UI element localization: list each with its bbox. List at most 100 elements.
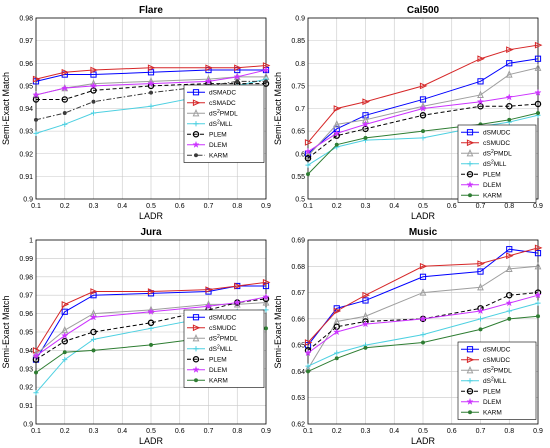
legend-marker <box>192 108 200 117</box>
data-point <box>62 110 67 116</box>
data-point <box>147 319 155 327</box>
legend-label: dSMADC <box>209 90 236 97</box>
data-point <box>420 340 426 345</box>
y-tick-label: 0.8 <box>295 61 305 68</box>
data-point <box>534 55 542 62</box>
x-tick-label: 0.8 <box>504 203 514 210</box>
y-tick-label: 0.69 <box>291 238 305 245</box>
data-point <box>333 307 342 315</box>
series-line <box>307 247 539 343</box>
legend-label: cSMADC <box>209 100 236 107</box>
y-tick-label: 0.97 <box>19 38 33 45</box>
legend-label: KARM <box>483 193 502 200</box>
series-5 <box>304 291 542 357</box>
data-point <box>506 308 512 314</box>
x-axis-label: LADR <box>139 211 164 221</box>
y-tick-label: 0.98 <box>19 16 33 23</box>
data-point <box>419 273 427 280</box>
data-point <box>147 64 156 72</box>
data-point <box>477 102 484 110</box>
legend-label: PLEM <box>483 389 501 396</box>
x-tick-label: 0.1 <box>303 428 313 435</box>
data-point <box>362 98 370 106</box>
data-point <box>263 79 269 84</box>
data-point <box>361 120 370 128</box>
x-tick-label: 0.2 <box>332 428 342 435</box>
legend-label: KARM <box>209 378 228 385</box>
y-tick-label: 0.95 <box>19 330 33 337</box>
data-point <box>507 316 512 321</box>
x-tick-label: 0.9 <box>533 428 543 435</box>
chart-panel-3: 0.1 0.2 0.3 0.4 0.5 0.6 0.7 0.8 0.9 0.62 0.63 0.64 0… <box>273 227 543 446</box>
legend-label: dSMUDC <box>209 315 237 322</box>
x-tick-label: 0.4 <box>117 428 127 435</box>
data-point <box>363 345 368 350</box>
data-point <box>505 264 513 273</box>
data-point <box>90 87 97 94</box>
data-point <box>233 72 242 81</box>
data-point <box>90 328 97 336</box>
series-line <box>35 281 267 351</box>
data-point <box>477 316 484 322</box>
y-tick-label: 0.91 <box>19 174 33 181</box>
series-line <box>35 69 266 82</box>
legend-marker <box>192 365 200 374</box>
series-5 <box>32 292 270 360</box>
y-tick-label: 0.9 <box>23 422 33 429</box>
data-point <box>534 250 542 257</box>
legend-label: dS2MLL <box>483 377 507 386</box>
legend-marker <box>466 129 474 136</box>
y-tick-label: 0.62 <box>291 422 305 429</box>
y-tick-label: 0.65 <box>291 343 305 350</box>
legend-label: KARM <box>209 153 228 160</box>
legend-marker <box>466 180 474 189</box>
data-point <box>305 369 311 374</box>
x-tick-label: 0.8 <box>232 203 242 210</box>
series-5 <box>304 88 542 155</box>
data-point <box>477 283 484 291</box>
data-point <box>60 84 69 92</box>
y-tick-label: 0.55 <box>291 174 305 181</box>
data-point <box>362 297 369 304</box>
data-point <box>419 112 427 119</box>
chart-title: Flare <box>139 5 163 16</box>
legend-label: DLEM <box>483 182 501 189</box>
y-tick-label: 0.92 <box>19 151 33 158</box>
x-tick-label: 0.2 <box>332 203 342 210</box>
data-point <box>205 286 213 294</box>
data-point <box>363 135 368 140</box>
data-point <box>534 88 542 96</box>
x-tick-label: 0.5 <box>146 428 156 435</box>
series-line <box>307 248 539 346</box>
data-point <box>305 162 311 168</box>
series-4 <box>304 100 542 162</box>
legend: dSMADC cSMADC dS2PMDL dS2MLL PLEM DLEM KARM <box>183 84 265 163</box>
legend-label: PLEM <box>209 132 227 139</box>
series-1 <box>32 62 271 83</box>
legend-marker <box>192 140 200 149</box>
plot-frame <box>35 239 267 425</box>
data-point <box>534 63 542 71</box>
x-tick-label: 0.3 <box>361 428 371 435</box>
legend-marker <box>466 170 474 178</box>
x-tick-label: 0.1 <box>31 428 41 435</box>
data-point <box>305 363 311 369</box>
data-point <box>32 96 40 103</box>
data-point <box>362 125 369 133</box>
y-axis-label: Semi-Exact Match <box>1 295 11 368</box>
data-point <box>419 104 427 112</box>
series-line <box>307 44 539 143</box>
y-tick-label: 0.9 <box>295 16 305 23</box>
data-point <box>204 77 213 85</box>
y-tick-label: 0.67 <box>291 290 305 297</box>
legend-marker <box>193 153 199 158</box>
y-tick-label: 0.9 <box>23 197 33 204</box>
y-tick-label: 0.75 <box>291 83 305 90</box>
legend-marker <box>466 356 475 364</box>
data-point <box>534 244 543 252</box>
data-point <box>90 336 97 342</box>
y-tick-label: 1 <box>29 238 33 245</box>
y-tick-label: 0.97 <box>19 293 33 300</box>
legend-marker <box>467 378 473 384</box>
legend: dSMUDC cSMUDC dS2PMDL dS2MLL PLEM DLEM KARM <box>457 341 537 420</box>
